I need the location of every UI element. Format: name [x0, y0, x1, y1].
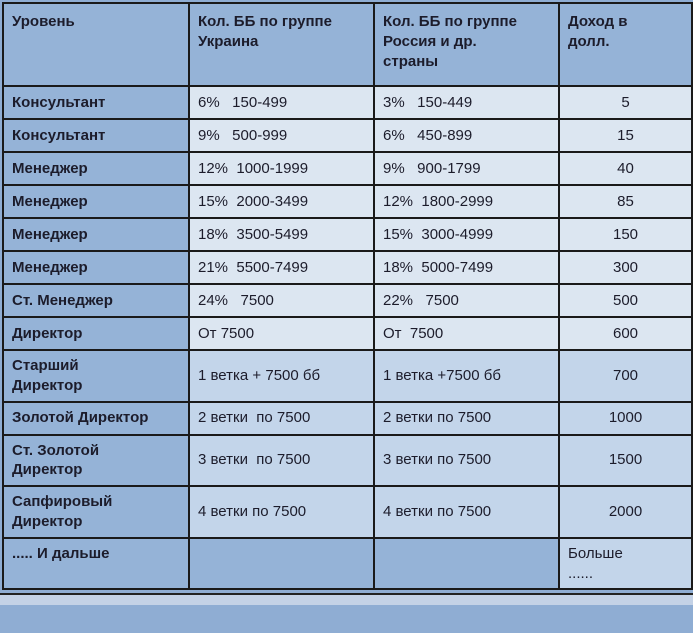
cell-ua: 1 ветка + 7500 бб — [188, 349, 375, 403]
column-header-russia: Кол. ББ по группе Россия и др. страны — [373, 2, 560, 87]
cell-ru: 6% 450-899 — [373, 118, 560, 153]
table-row: ..... И дальше Больше ...... — [2, 536, 693, 591]
cell-usd: 500 — [558, 283, 693, 318]
cell-usd: 150 — [558, 217, 693, 252]
cell-ru: 4 ветки по 7500 — [373, 485, 560, 539]
table-row: Менеджер 18% 3500-5499 15% 3000-4999 150 — [2, 217, 693, 252]
cell-usd: 2000 — [558, 485, 693, 539]
column-header-ukraine: Кол. ББ по группе Украина — [188, 2, 375, 87]
cell-level: Ст. Менеджер — [2, 283, 190, 318]
cell-ru: 12% 1800-2999 — [373, 184, 560, 219]
cell-ru: 22% 7500 — [373, 283, 560, 318]
cell-ua: 21% 5500-7499 — [188, 250, 375, 285]
cell-ua: 9% 500-999 — [188, 118, 375, 153]
cell-usd: 1000 — [558, 400, 693, 436]
cell-level: Консультант — [2, 118, 190, 153]
cell-ru: 1 ветка +7500 бб — [373, 349, 560, 403]
cell-ru: От 7500 — [373, 316, 560, 351]
cell-usd: 700 — [558, 349, 693, 403]
table-row: Менеджер 15% 2000-3499 12% 1800-2999 85 — [2, 184, 693, 219]
cell-ua: 6% 150-499 — [188, 85, 375, 120]
cell-ua: 3 ветки по 7500 — [188, 433, 375, 488]
cell-ua: 12% 1000-1999 — [188, 151, 375, 186]
cell-usd: Больше ...... — [558, 536, 693, 591]
cell-ru: 3% 150-449 — [373, 85, 560, 120]
cell-ua — [188, 536, 375, 591]
table-row: Консультант 9% 500-999 6% 450-899 15 — [2, 118, 693, 153]
cell-level: Золотой Директор — [2, 400, 190, 436]
cell-level: Консультант — [2, 85, 190, 120]
cell-ua: 4 ветки по 7500 — [188, 485, 375, 539]
cell-usd: 600 — [558, 316, 693, 351]
cell-level: Сапфировый Директор — [2, 485, 190, 539]
cell-usd: 5 — [558, 85, 693, 120]
cell-ru: 9% 900-1799 — [373, 151, 560, 186]
cell-ru: 15% 3000-4999 — [373, 217, 560, 252]
cell-level: Директор — [2, 316, 190, 351]
header-row: Уровень Кол. ББ по группе Украина Кол. Б… — [2, 2, 693, 87]
cell-ua: От 7500 — [188, 316, 375, 351]
cell-level: ..... И дальше — [2, 536, 190, 591]
cell-level: Менеджер — [2, 217, 190, 252]
table-row: Старший Директор 1 ветка + 7500 бб 1 ветка… — [2, 349, 693, 403]
commission-levels-table: Уровень Кол. ББ по группе Украина Кол. Б… — [2, 2, 693, 591]
cell-ua: 2 ветки по 7500 — [188, 400, 375, 436]
cell-level: Старший Директор — [2, 349, 190, 403]
table-body: Консультант 6% 150-499 3% 150-449 5 Консульт… — [2, 85, 693, 591]
cell-usd: 300 — [558, 250, 693, 285]
cell-usd: 85 — [558, 184, 693, 219]
cell-ua: 24% 7500 — [188, 283, 375, 318]
cell-ru: 18% 5000-7499 — [373, 250, 560, 285]
cell-ru: 3 ветки по 7500 — [373, 433, 560, 488]
cell-ua: 15% 2000-3499 — [188, 184, 375, 219]
cell-usd: 1500 — [558, 433, 693, 488]
cell-level: Менеджер — [2, 151, 190, 186]
table-row: Ст. Менеджер 24% 7500 22% 7500 500 — [2, 283, 693, 318]
table-row: Золотой Директор 2 ветки по 7500 2 ветки п… — [2, 400, 693, 436]
cell-level: Менеджер — [2, 184, 190, 219]
cell-usd: 15 — [558, 118, 693, 153]
column-header-level: Уровень — [2, 2, 190, 87]
table-row: Менеджер 12% 1000-1999 9% 900-1799 40 — [2, 151, 693, 186]
column-header-income: Доход в долл. — [558, 2, 693, 87]
table-row: Ст. Золотой Директор 3 ветки по 7500 3 вет… — [2, 433, 693, 488]
table-row: Сапфировый Директор 4 ветки по 7500 4 ветк… — [2, 485, 693, 539]
table-row: Консультант 6% 150-499 3% 150-449 5 — [2, 85, 693, 120]
table-row: Директор От 7500 От 7500 600 — [2, 316, 693, 351]
cell-ua: 18% 3500-5499 — [188, 217, 375, 252]
table-row: Менеджер 21% 5500-7499 18% 5000-7499 300 — [2, 250, 693, 285]
cell-ru — [373, 536, 560, 591]
slide-bottom-edge — [0, 593, 693, 606]
cell-ru: 2 ветки по 7500 — [373, 400, 560, 436]
cell-usd: 40 — [558, 151, 693, 186]
cell-level: Ст. Золотой Директор — [2, 433, 190, 488]
cell-level: Менеджер — [2, 250, 190, 285]
